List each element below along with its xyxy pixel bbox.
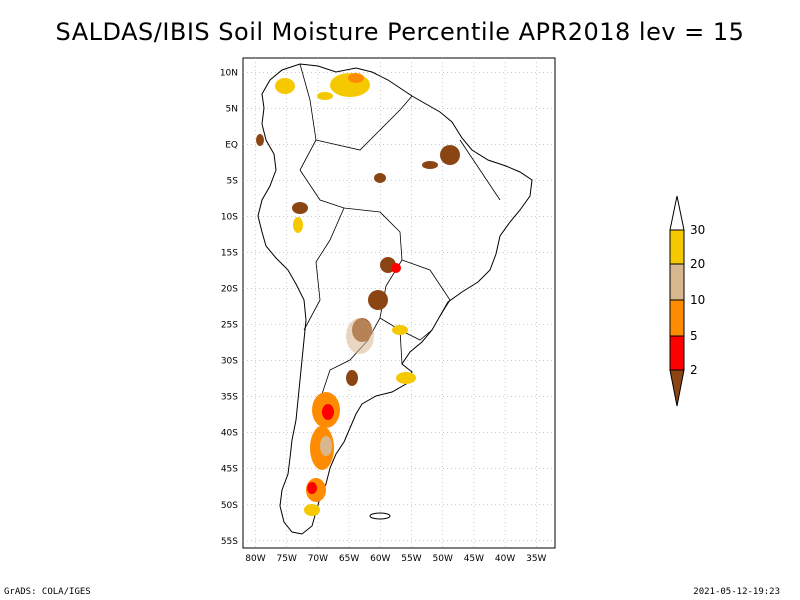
colorbar-bin-10-20 (669, 263, 685, 301)
colorbar-labels: 30 20 10 5 2 (690, 223, 705, 377)
colorbar-bin-20-30 (669, 229, 685, 265)
lat-tick-label: 5N (226, 104, 238, 114)
lon-tick-label: 80W (245, 554, 265, 564)
lat-tick-label: 45S (221, 465, 238, 475)
lat-tick-label: 10S (221, 213, 238, 223)
colorbar-bin-2-5 (669, 335, 685, 371)
colorbar-label: 5 (690, 329, 698, 343)
lat-tick-label: 50S (221, 501, 238, 511)
south-america-coastline (257, 63, 533, 535)
colorbar-label: 20 (690, 257, 705, 271)
lon-tick-label: 60W (370, 554, 390, 564)
lat-tick-label: 35S (221, 393, 238, 403)
longitude-tick-labels: 80W 75W 70W 65W 60W 55W 50W 45W 40W 35W (245, 554, 546, 564)
lat-tick-label: 55S (221, 537, 238, 547)
colorbar-bin-5-10 (669, 299, 685, 337)
lat-tick-label: 30S (221, 357, 238, 367)
latitude-tick-labels: 10N 5N EQ 5S 10S 15S 20S 25S 30S 35S 40S 45S 50S 55S (220, 68, 238, 546)
lon-tick-label: 40W (495, 554, 515, 564)
graticule (243, 58, 555, 548)
lon-tick-label: 35W (526, 554, 546, 564)
map-title: SALDAS/IBIS Soil Moisture Percentile APR… (55, 18, 745, 46)
map-frame (242, 57, 556, 549)
lon-tick-label: 75W (277, 554, 297, 564)
footer-timestamp: 2021-05-12-19:23 (693, 587, 780, 597)
lat-tick-label: 5S (227, 177, 239, 187)
lat-tick-label: 40S (221, 429, 238, 439)
lon-tick-label: 50W (433, 554, 453, 564)
lat-tick-label: 15S (221, 249, 238, 259)
lat-tick-label: EQ (225, 140, 238, 150)
lon-tick-label: 65W (339, 554, 359, 564)
colorbar (669, 195, 685, 407)
lat-tick-label: 20S (221, 285, 238, 295)
lat-tick-label: 25S (221, 321, 238, 331)
lon-tick-label: 45W (464, 554, 484, 564)
colorbar-label: 2 (690, 363, 698, 377)
lon-tick-label: 70W (308, 554, 328, 564)
colorbar-label: 30 (690, 223, 705, 237)
footer-credit: GrADS: COLA/IGES (4, 587, 91, 597)
lat-tick-label: 10N (220, 68, 238, 78)
lon-tick-label: 55W (401, 554, 421, 564)
country-borders (299, 63, 501, 401)
colorbar-label: 10 (690, 293, 705, 307)
colorbar-top-arrow (669, 195, 685, 231)
colorbar-bottom-arrow (669, 369, 685, 407)
percentile-field (256, 73, 460, 520)
